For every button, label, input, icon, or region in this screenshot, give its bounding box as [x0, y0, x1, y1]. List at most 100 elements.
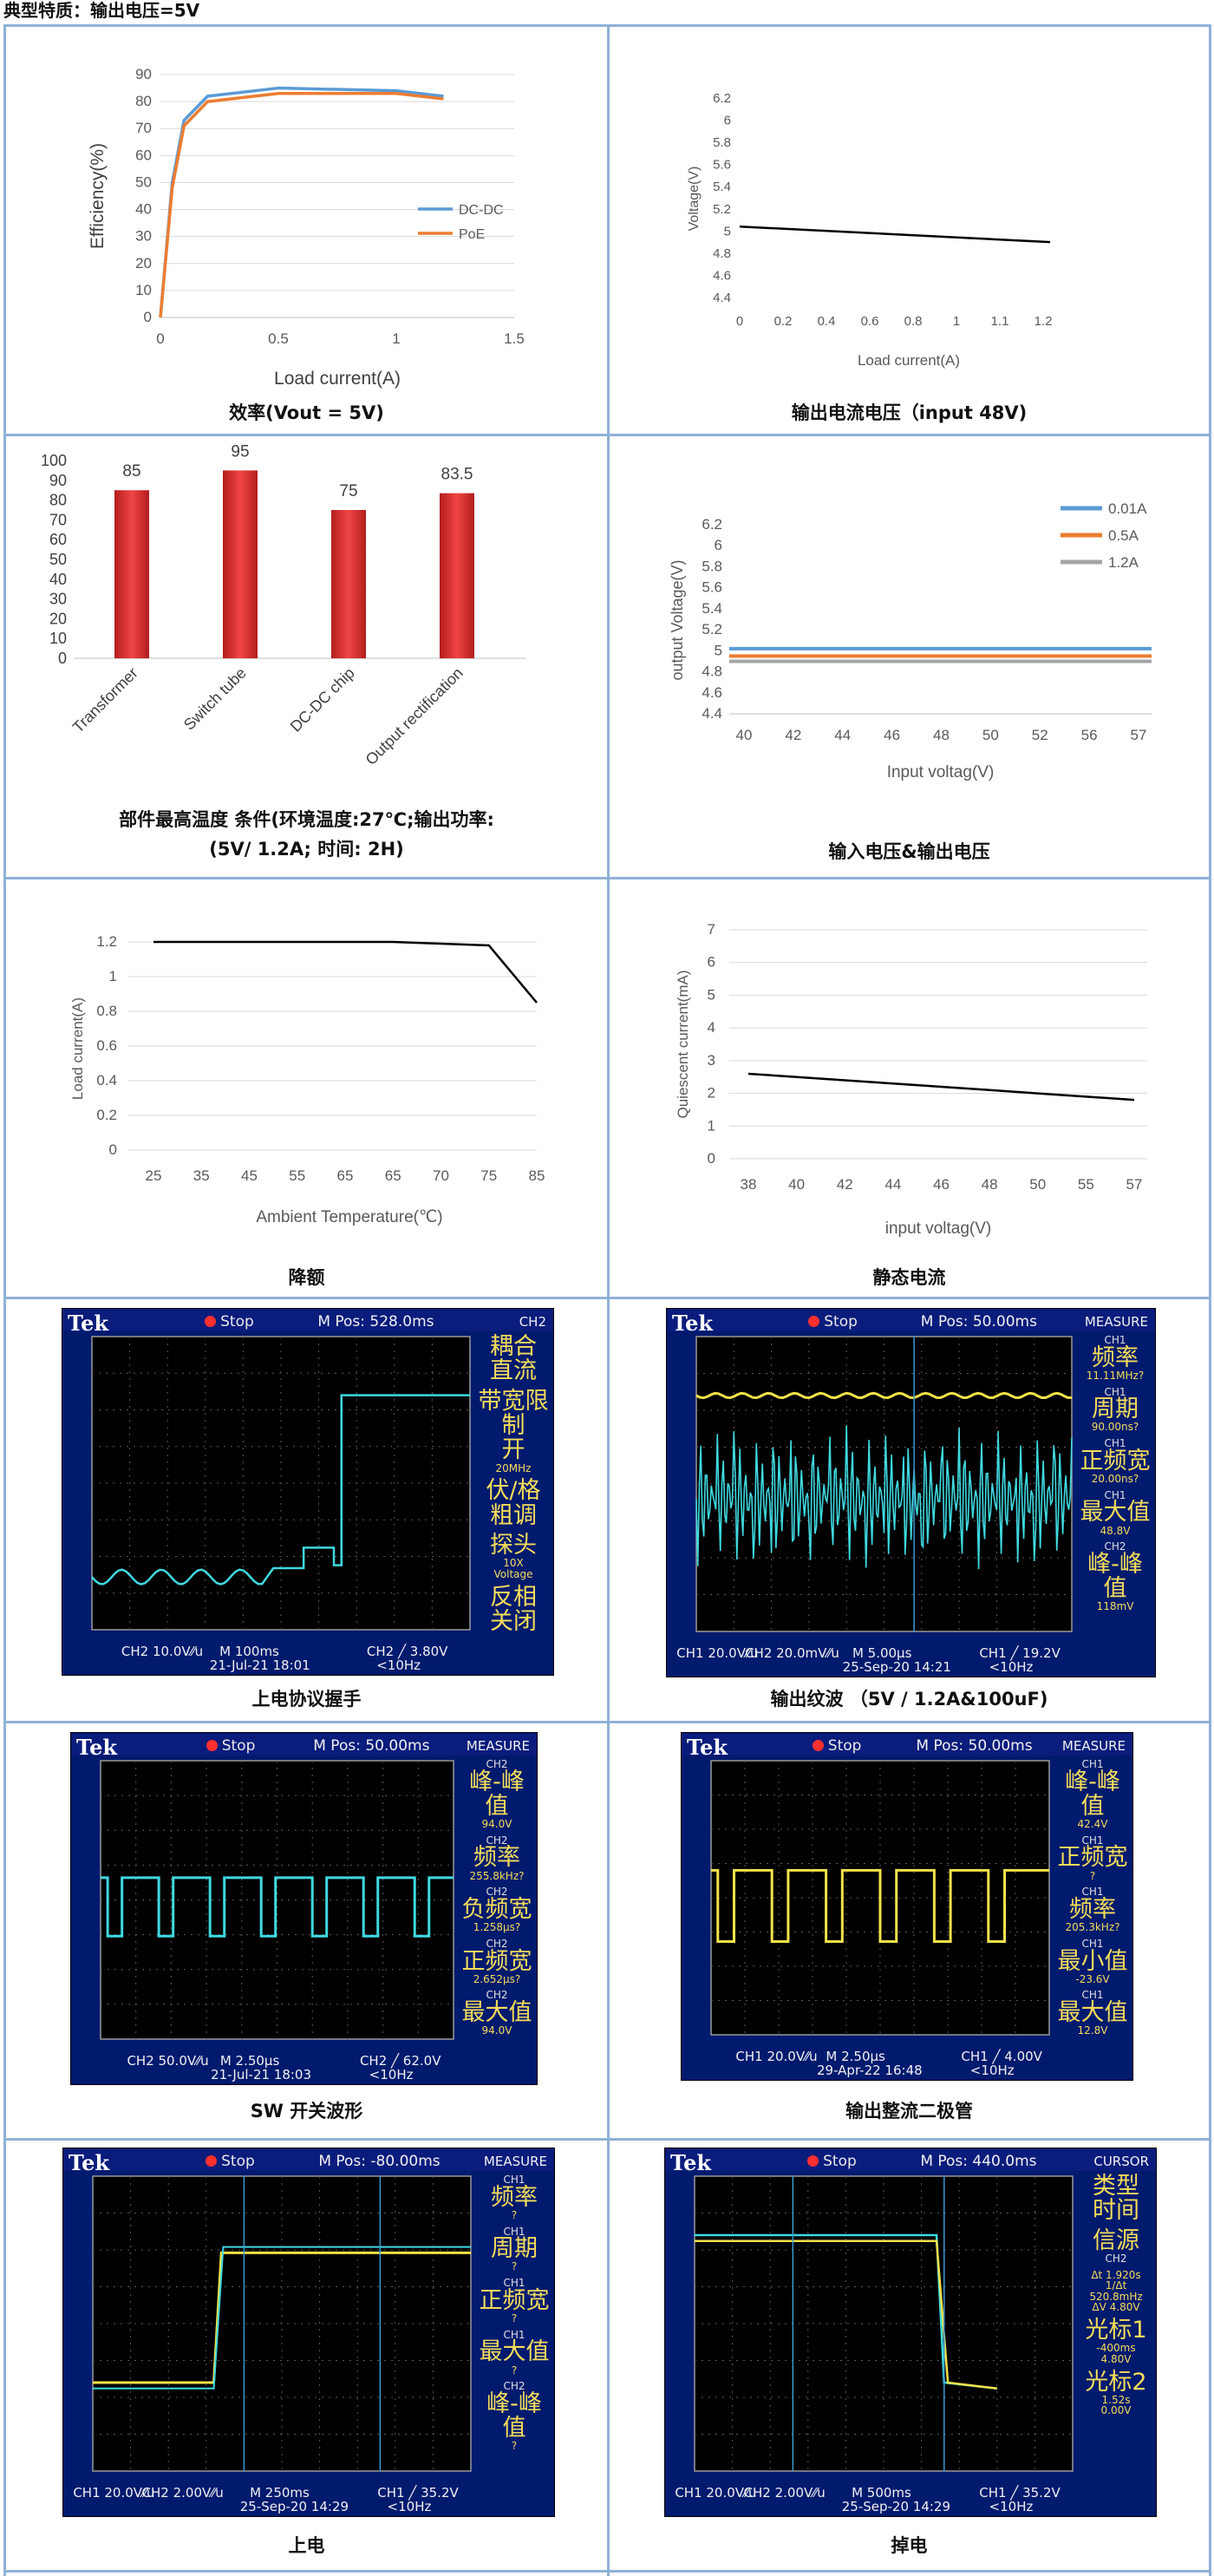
scope-status-bar: CH1 20.0V⁄⁄u M 2.50µs 29-Apr-22 16:48 CH1 ╱…	[682, 2045, 1132, 2080]
x-tick-label: 48	[982, 1176, 998, 1193]
m-pos-readout: M Pos: -80.00ms	[318, 2153, 441, 2170]
x-axis-label: Ambient Temperature(℃)	[256, 1208, 442, 1226]
menu-text: 90.00ns?	[1091, 1421, 1139, 1434]
menu-text: 探头	[490, 1532, 537, 1559]
x-tick-label: 57	[1126, 1176, 1143, 1193]
status-text: CH1 20.0V⁄⁄u	[676, 1645, 759, 1661]
status-text: CH2 50.0V⁄⁄u	[127, 2053, 209, 2069]
menu-text: 正频宽	[461, 1947, 532, 1975]
menu-text: 12.8V	[1077, 2024, 1108, 2037]
menu-group: 信源 CH2	[1080, 2228, 1152, 2265]
menu-text: CH2	[1105, 2252, 1127, 2265]
x-tick-label: 1	[392, 330, 400, 347]
series-line-dc-dc	[159, 86, 444, 318]
menu-text: CH1	[1104, 1385, 1126, 1398]
menu-text: CH1	[1104, 1437, 1126, 1450]
status-text: M 2.50µs	[219, 2053, 280, 2069]
y-tick-label: 4.4	[702, 705, 722, 722]
status-text: CH1 20.0V⁄⁄u	[735, 2049, 818, 2064]
menu-text: 峰-峰值	[1087, 1550, 1143, 1603]
x-tick-label: 44	[834, 727, 851, 743]
menu-text: 频率	[473, 1844, 520, 1872]
x-tick-label: 57	[1131, 727, 1147, 743]
menu-text: CH2	[486, 1834, 508, 1847]
status-text: <10Hz	[989, 2499, 1034, 2514]
menu-text: 0.00V	[1100, 2404, 1132, 2417]
bar-switch-tube	[223, 470, 258, 658]
scope-mode-label: MEASURE	[1084, 1314, 1148, 1330]
status-text: CH1 ╱ 4.00V	[961, 2049, 1042, 2064]
y-tick-label: 10	[49, 630, 67, 647]
menu-text: 2.652µs?	[473, 1972, 521, 1985]
ch2-trace	[101, 1876, 454, 1938]
y-tick-label: 90	[135, 66, 152, 82]
y-axis-label: Load current(A)	[69, 997, 86, 1100]
scope-header: Tek Stop M Pos: 50.00ms MEASURE	[682, 1733, 1132, 1760]
vin-vout-chart: 4.4 4.6 4.8 5 5.2 5.4 5.6 5.8 6 6.2 40 42 44 46 48 50 52…	[669, 500, 1152, 781]
scope-screen	[695, 1336, 1073, 1632]
handshake-caption: 上电协议握手	[251, 1689, 362, 1710]
series-line	[153, 940, 538, 1004]
y-tick-label: 10	[135, 282, 152, 298]
x-tick-label: 0	[736, 314, 743, 329]
status-text: 21-Jul-21 18:01	[209, 1657, 310, 1673]
scope-status-bar: CH2 50.0V⁄⁄u M 2.50µs 21-Jul-21 18:03 CH2 ╱…	[71, 2050, 537, 2084]
menu-text: 正频宽	[1080, 1447, 1151, 1474]
handshake-cell: Tek Stop M Pos: 528.0ms CH2 耦合 直流 带宽限制开 20MHz 伏/…	[6, 1299, 607, 1721]
scope-mode-label: CH2	[519, 1314, 546, 1330]
menu-text: ΔV 4.80V	[1092, 2301, 1140, 2314]
scope-side-menu: CH1 峰-峰值 42.4V CH1 正频宽? CH1 频率 205.3kHz? CH1 最小值 -…	[1056, 1759, 1129, 2042]
legend-label: 0.01A	[1108, 500, 1147, 517]
status-text: CH2 20.0mV⁄⁄u	[745, 1645, 839, 1661]
status-text: 25-Sep-20 14:29	[841, 2499, 951, 2514]
x-tick-label: 65	[385, 1167, 401, 1184]
y-tick-label: 5	[724, 224, 731, 239]
oscilloscope-screenshot: Tek Stop M Pos: 50.00ms MEASURE CH1 频率 11.11MH…	[666, 1308, 1156, 1677]
poweroff-cell: Tek Stop M Pos: 440.0ms CURSOR 类型 时间 信源 CH2 Δt 1…	[610, 2141, 1209, 2570]
ripple-cell: Tek Stop M Pos: 50.00ms MEASURE CH1 频率 11.11MH…	[610, 1299, 1209, 1721]
menu-text: CH1	[1081, 1989, 1104, 2002]
legend-label: 0.5A	[1108, 527, 1139, 544]
ch1-trace	[695, 1391, 1073, 1400]
series-line	[747, 1072, 1135, 1102]
y-tick-label: 30	[135, 228, 152, 245]
y-tick-label: 5	[708, 986, 715, 1003]
y-tick-label: 5.4	[702, 600, 722, 617]
scope-mode-label: MEASURE	[466, 1738, 530, 1754]
y-tick-label: 40	[49, 571, 67, 588]
tek-logo: Tek	[687, 1735, 728, 1760]
y-tick-label: 1	[109, 968, 117, 984]
output-voltage-cell: 4.4 4.6 4.8 5 5.2 5.4 5.6 5.8 6 6.2 0 0.2 0.4 0.6 0.8 1…	[610, 27, 1209, 434]
x-tick-label: 48	[933, 727, 950, 743]
scope-status-bar: CH1 20.0V⁄⁄u CH2 20.0mV⁄⁄u M 5.00µs 25-Sep-…	[667, 1642, 1155, 1677]
x-tick-label: 46	[884, 727, 900, 743]
scope-screen	[694, 2175, 1074, 2472]
scope-status-bar: CH1 20.0V⁄⁄u CH2 2.00V⁄⁄u M 250ms 25-Sep-20…	[63, 2481, 554, 2516]
y-axis-label: Voltage(V)	[687, 167, 702, 232]
menu-text: 伏/格	[486, 1477, 541, 1505]
menu-text: CH1	[1104, 1488, 1126, 1501]
menu-group: CH1 峰-峰值 42.4V	[1056, 1759, 1129, 1830]
oscilloscope-screenshot: Tek Stop M Pos: -80.00ms MEASURE CH1 频率? CH1 周期…	[62, 2148, 555, 2517]
menu-group: CH1 正频宽 20.00ns?	[1079, 1438, 1152, 1485]
x-axis-label: input voltag(V)	[885, 1219, 992, 1238]
status-text: CH2 2.00V⁄⁄u	[141, 2485, 224, 2501]
scope-side-menu: CH1 频率 11.11MHz? CH1 周期 90.00ns? CH1 正频宽 20.00ns…	[1079, 1335, 1152, 1638]
menu-group: 光标1 -400ms 4.80V	[1080, 2318, 1152, 2365]
x-tick-label: DC-DC chip	[287, 664, 358, 736]
scope-mode-label: MEASURE	[483, 2154, 547, 2169]
ch2-trace	[93, 2246, 471, 2390]
menu-text: 频率	[1069, 1896, 1116, 1923]
scope-header: Tek Stop M Pos: -80.00ms MEASURE	[63, 2148, 554, 2175]
menu-text: CH1	[503, 2174, 525, 2186]
bar-dc-dc-chip	[331, 510, 366, 658]
menu-text: 峰-峰值	[469, 1768, 525, 1820]
x-tick-label: 1.5	[504, 330, 525, 347]
bar-output-rectification	[440, 493, 474, 658]
menu-text: CH1	[1081, 1886, 1104, 1899]
x-tick-label: 42	[785, 727, 801, 743]
y-tick-label: 5.6	[702, 579, 722, 596]
menu-text: ?	[511, 2260, 518, 2273]
menu-text: CH1	[503, 2225, 525, 2238]
menu-text: 时间	[1093, 2197, 1139, 2225]
